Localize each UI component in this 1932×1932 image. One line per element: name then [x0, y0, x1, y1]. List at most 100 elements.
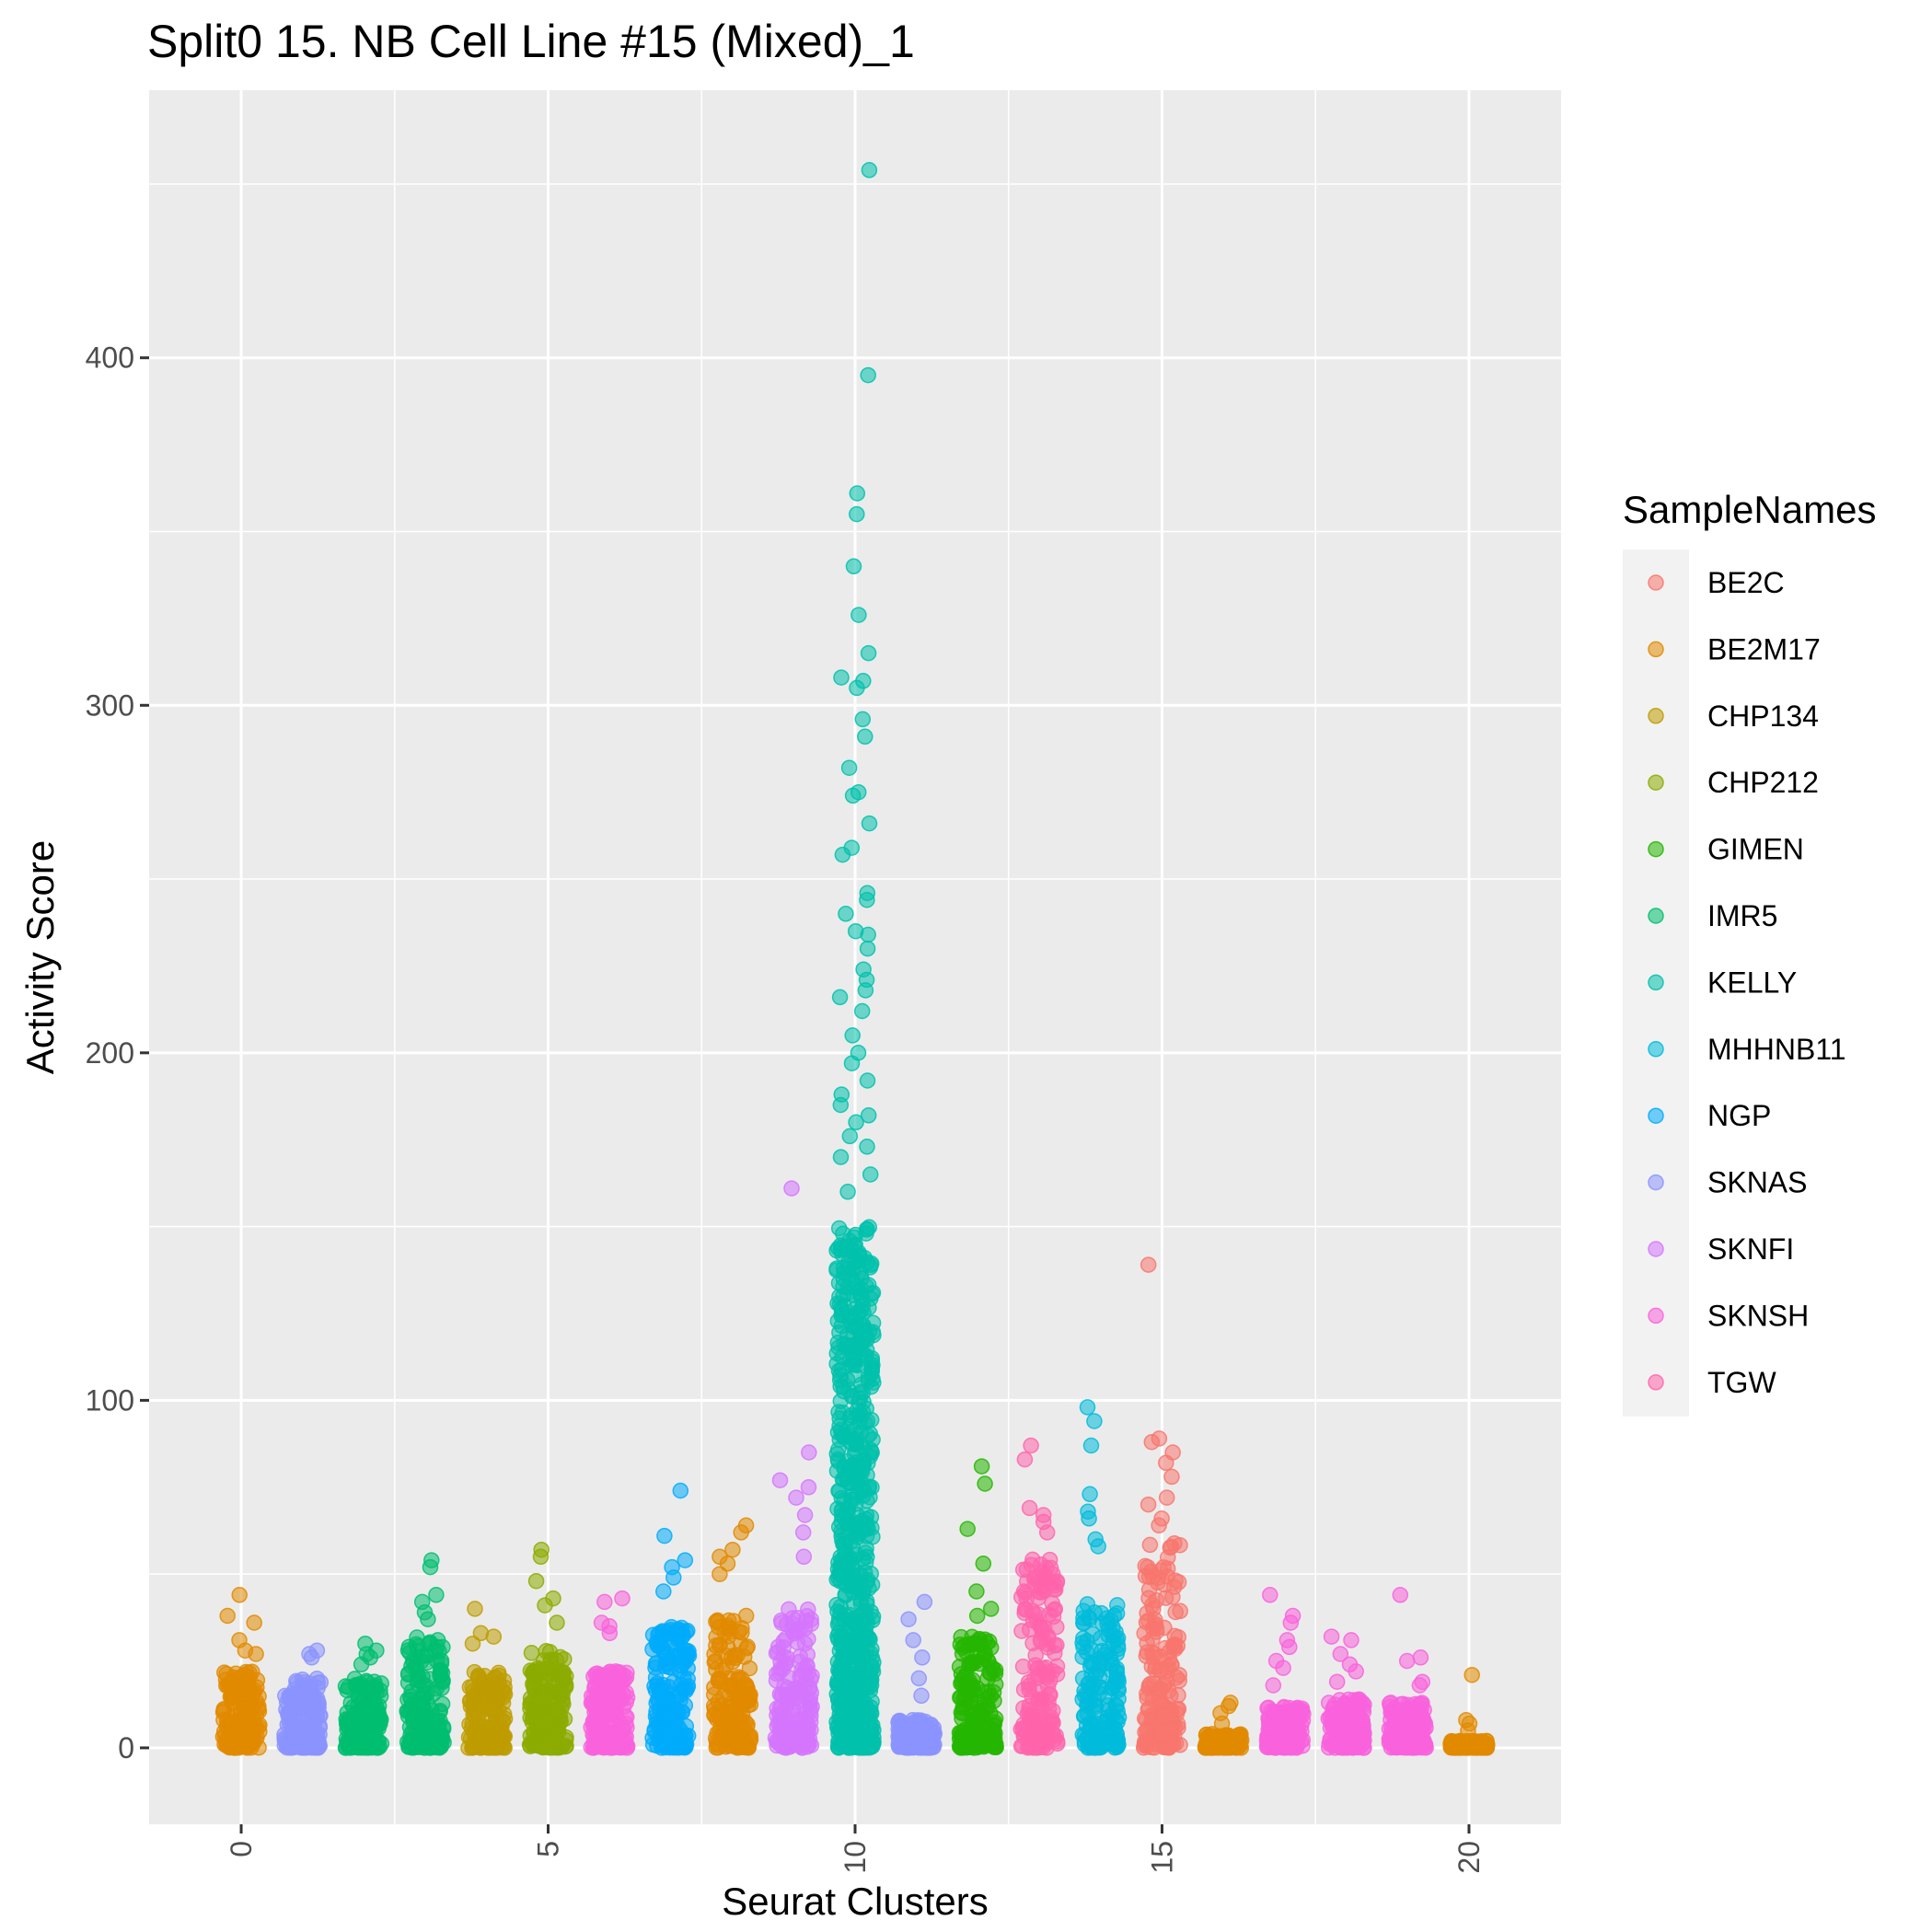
data-point	[987, 1676, 1004, 1693]
data-point	[1398, 1652, 1416, 1670]
data-point	[846, 1229, 862, 1246]
data-point	[829, 1441, 847, 1458]
legend-key	[1648, 1174, 1664, 1191]
data-point	[1271, 1711, 1288, 1728]
legend-key	[1648, 574, 1664, 591]
data-point	[769, 1643, 786, 1660]
data-point	[1013, 1623, 1030, 1639]
data-point	[295, 1673, 313, 1691]
data-point	[1327, 1736, 1344, 1753]
legend-label: BE2C	[1707, 566, 1785, 599]
legend-key	[1648, 1041, 1664, 1058]
data-point	[916, 1593, 933, 1611]
data-point	[549, 1614, 565, 1631]
data-point	[1044, 1595, 1060, 1612]
data-point	[1085, 1692, 1103, 1708]
data-point	[215, 1700, 233, 1718]
data-point	[857, 728, 873, 746]
data-point	[800, 1479, 817, 1496]
y-tick-label: 200	[86, 1036, 134, 1070]
data-point	[553, 1700, 570, 1717]
data-point	[973, 1458, 990, 1475]
data-point	[842, 1409, 859, 1427]
data-point	[1265, 1677, 1282, 1694]
data-point	[1146, 1740, 1163, 1756]
data-point	[422, 1558, 439, 1576]
data-point	[849, 679, 865, 697]
data-point	[1401, 1731, 1418, 1748]
data-point	[1328, 1673, 1346, 1690]
data-point	[862, 1166, 879, 1183]
data-point	[1151, 1517, 1167, 1534]
data-point	[968, 1607, 986, 1625]
data-point	[310, 1734, 328, 1752]
data-point	[494, 1713, 512, 1730]
data-point	[1086, 1413, 1103, 1429]
data-point	[831, 989, 849, 1006]
data-point	[711, 1637, 728, 1653]
data-point	[862, 1425, 879, 1442]
data-point	[914, 1649, 931, 1666]
data-point	[545, 1685, 561, 1703]
data-point	[1140, 1496, 1157, 1513]
data-point	[862, 1255, 880, 1272]
data-point	[1139, 1690, 1155, 1706]
data-point	[854, 711, 872, 728]
data-point	[796, 1507, 814, 1523]
data-point	[1039, 1678, 1057, 1695]
data-point	[1082, 1486, 1098, 1503]
x-tick-label: 0	[225, 1841, 258, 1857]
data-point	[1275, 1660, 1291, 1676]
data-point	[1100, 1621, 1117, 1638]
data-point	[1088, 1726, 1105, 1742]
data-point	[368, 1707, 386, 1724]
data-point	[248, 1646, 264, 1662]
data-point	[862, 1441, 879, 1459]
data-point	[839, 1184, 856, 1200]
data-point	[982, 1601, 1000, 1617]
data-point	[1048, 1733, 1066, 1750]
data-point	[852, 1383, 869, 1400]
data-point	[859, 1139, 875, 1155]
data-point	[836, 1711, 853, 1729]
data-point	[845, 1431, 862, 1448]
data-point	[859, 1492, 875, 1510]
data-point	[853, 1002, 871, 1020]
x-tick-label: 5	[532, 1841, 565, 1857]
data-point	[1476, 1737, 1493, 1753]
data-point	[913, 1687, 930, 1705]
data-point	[861, 162, 878, 179]
data-point	[964, 1718, 980, 1736]
data-point	[835, 1288, 851, 1304]
data-point	[428, 1587, 445, 1603]
legend-key	[1648, 708, 1664, 724]
data-point	[586, 1716, 604, 1732]
data-point	[725, 1613, 742, 1629]
data-point	[585, 1696, 602, 1714]
data-point	[466, 1695, 482, 1713]
data-point	[850, 1740, 868, 1756]
data-point	[672, 1482, 689, 1499]
data-point	[647, 1660, 664, 1676]
data-point	[733, 1524, 749, 1541]
data-point	[861, 815, 878, 832]
data-point	[1172, 1737, 1188, 1753]
y-tick-label: 300	[86, 688, 134, 722]
data-point	[980, 1653, 997, 1671]
data-point	[485, 1688, 502, 1706]
data-point	[848, 1114, 864, 1131]
data-point	[953, 1689, 969, 1706]
data-point	[606, 1699, 623, 1716]
data-point	[1343, 1632, 1359, 1649]
data-point	[1411, 1677, 1429, 1694]
data-point	[910, 1670, 928, 1687]
data-point	[467, 1601, 483, 1617]
data-point	[614, 1590, 631, 1607]
data-point	[402, 1691, 420, 1708]
data-point	[832, 1237, 850, 1254]
data-point	[422, 1636, 438, 1652]
data-point	[677, 1552, 694, 1568]
data-point	[986, 1714, 1003, 1730]
data-point	[842, 1459, 859, 1476]
data-point	[532, 1548, 550, 1566]
